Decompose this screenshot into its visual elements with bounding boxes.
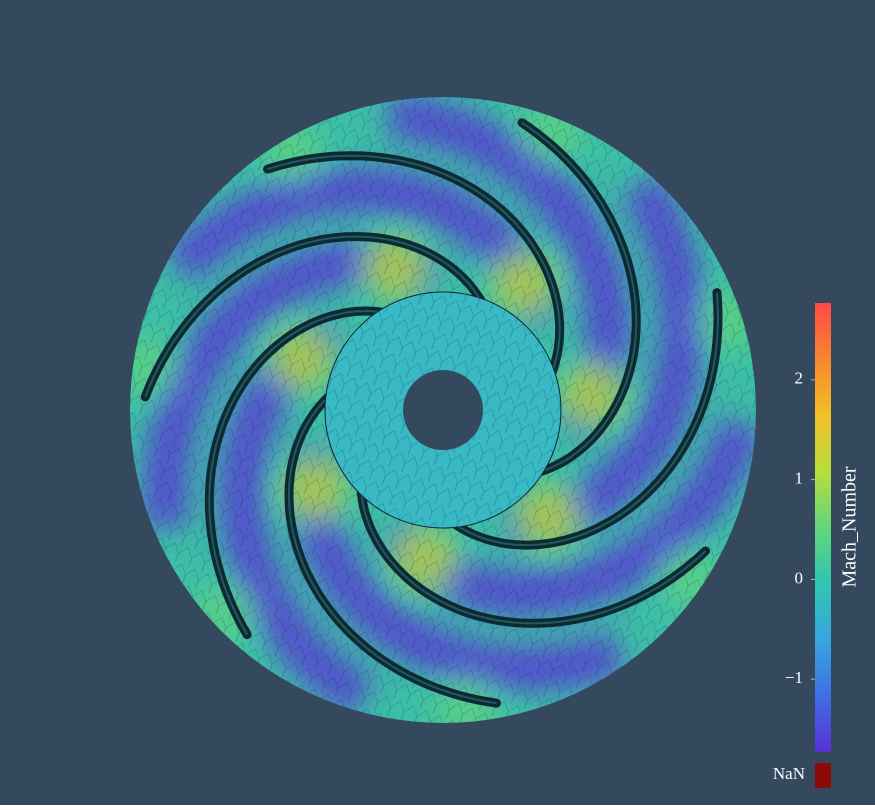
nan-label: NaN: [773, 764, 805, 783]
page: Mach_Number NaN −1012 (() => { const dat…: [0, 0, 875, 805]
color-bar-title: Mach_Number: [839, 466, 861, 587]
tick-label: −1: [785, 668, 803, 687]
nan-swatch: [815, 763, 831, 788]
tick-label: 2: [795, 369, 804, 388]
tick-label: 1: [795, 469, 804, 488]
tick-label: 0: [795, 568, 804, 587]
color-bar: [815, 303, 831, 752]
render-view: Mach_Number NaN −1 0 1 2: [0, 0, 875, 805]
hub-hole: [403, 370, 483, 450]
